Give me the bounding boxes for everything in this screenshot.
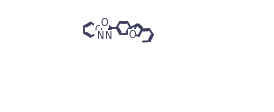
Text: O: O xyxy=(128,30,136,40)
Text: N: N xyxy=(97,31,104,41)
Text: N: N xyxy=(105,31,112,41)
Text: O: O xyxy=(101,18,109,28)
Text: O: O xyxy=(94,25,102,35)
